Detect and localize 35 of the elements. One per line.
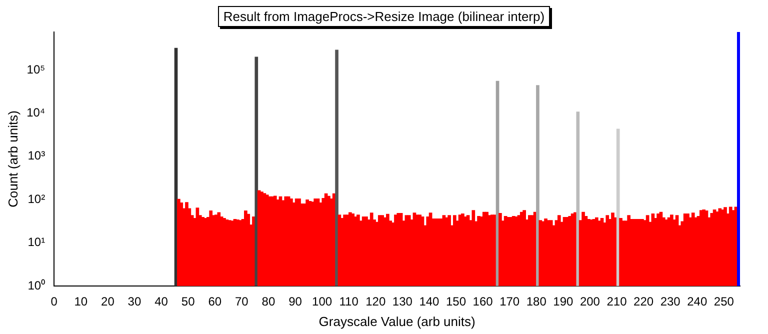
y-tick-label: 10⁰ [28,278,46,292]
x-tick-label: 40 [154,294,168,309]
y-tick-label: 10⁵ [26,62,46,76]
x-tick-label: 20 [101,294,115,309]
x-tick-label: 160 [472,294,494,309]
x-tick-label: 110 [339,294,359,309]
chart-title: Result from ImageProcs->Resize Image (bilinear interp) [218,6,550,27]
x-tick-label: 30 [128,294,142,309]
x-axis-title: Grayscale Value (arb units) [318,314,476,329]
y-tick-label: 10² [28,192,46,206]
x-tick-label: 140 [419,294,440,309]
y-axis-title: Count (arb units) [5,110,20,208]
x-tick-label: 100 [312,294,332,309]
x-tick-label: 70 [234,294,249,309]
x-tick-label: 210 [606,294,628,309]
x-tick-label: 190 [553,294,574,309]
x-tick-label: 130 [392,294,413,309]
x-tick-label: 230 [660,294,681,309]
x-tick-label: 170 [500,294,520,309]
x-tick-label: 220 [634,294,654,309]
x-tick-label: 60 [208,294,222,309]
y-tick-label: 10³ [28,148,46,163]
x-tick-label: 0 [50,294,58,309]
y-tick-label: 10⁴ [26,106,46,120]
x-tick-label: 240 [687,294,708,309]
x-tick-label: 120 [366,294,386,309]
x-tick-label: 250 [714,294,734,309]
x-tick-label: 10 [74,294,88,309]
x-tick-label: 50 [181,294,196,309]
y-tick-label: 10¹ [28,235,46,250]
x-tick-label: 200 [580,294,600,309]
x-tick-label: 150 [446,294,466,309]
x-tick-label: 180 [526,294,547,309]
x-tick-label: 90 [288,294,302,309]
x-tick-label: 80 [262,294,276,309]
